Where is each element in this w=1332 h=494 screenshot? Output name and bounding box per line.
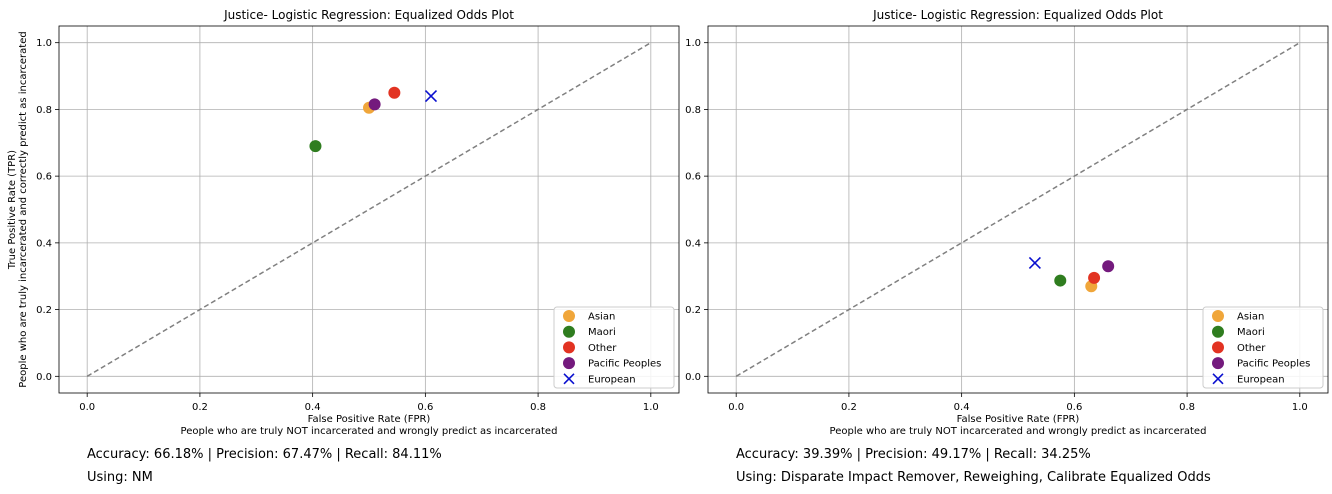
right-point-european	[1028, 256, 1041, 269]
left-point-other	[388, 86, 401, 99]
left-y-tick-label: 0.8	[36, 105, 52, 116]
left-legend-label: European	[588, 374, 636, 385]
left-point-pacific-peoples	[368, 98, 381, 111]
right-point-maori	[1054, 274, 1067, 287]
left-legend-label: Pacific Peoples	[588, 359, 661, 370]
left-legend-marker	[563, 310, 575, 322]
left-legend-label: Asian	[588, 312, 615, 323]
right-legend-label: European	[1237, 374, 1285, 385]
right-x-axis-sublabel: People who are truly NOT incarcerated an…	[830, 426, 1207, 437]
right-x-tick-label: 0.2	[841, 402, 857, 413]
right-y-tick-label: 0.6	[685, 172, 701, 183]
right-legend-box	[1202, 306, 1324, 389]
right-x-tick-label: 0.8	[1179, 402, 1195, 413]
right-using-text: Using: Disparate Impact Remover, Reweigh…	[736, 470, 1211, 485]
left-legend-label: Other	[588, 343, 617, 354]
right-legend-label: Other	[1237, 343, 1266, 354]
right-legend-marker	[1212, 310, 1224, 322]
left-axes-frame	[58, 25, 680, 394]
right-legend: Asian Maori Other Pacific Peoples European	[1202, 306, 1324, 389]
right-y-tick-label: 0.0	[685, 372, 701, 383]
right-legend-label: Pacific Peoples	[1237, 359, 1310, 370]
left-x-tick-label: 0.4	[305, 402, 321, 413]
right-y-tick-label: 0.2	[685, 305, 701, 316]
left-diagonal-line	[86, 42, 652, 377]
left-legend-x-marker	[563, 373, 575, 385]
left-metrics-text: Accuracy: 66.18% | Precision: 67.47% | R…	[87, 447, 442, 462]
left-legend-box	[553, 306, 675, 389]
left-chart: 0.0 0.2 0.4 0.6 0.8 1.0 0.0 0.2 0.4 0.6 0.8 1.0 Just…	[7, 8, 680, 437]
left-legend-marker	[563, 357, 575, 370]
right-legend-label: Asian	[1237, 312, 1264, 323]
left-point-maori	[309, 140, 322, 153]
left-y-tick-label: 0.0	[36, 372, 52, 383]
left-chart-title: Justice- Logistic Regression: Equalized …	[223, 8, 514, 22]
right-y-tick-label: 0.4	[685, 238, 701, 249]
left-x-axis-sublabel: People who are truly NOT incarcerated an…	[181, 426, 558, 437]
left-point-european	[424, 89, 438, 103]
left-legend-marker	[563, 325, 575, 338]
right-x-axis-label: False Positive Rate (FPR)	[957, 414, 1080, 425]
right-y-tick-label: 1.0	[685, 38, 701, 49]
right-point-pacific-peoples	[1102, 260, 1115, 273]
right-point-x-stroke	[1028, 256, 1041, 269]
right-metrics-text: Accuracy: 39.39% | Precision: 49.17% | R…	[736, 447, 1091, 462]
right-chart-title: Justice- Logistic Regression: Equalized …	[872, 8, 1163, 22]
right-chart: 0.0 0.2 0.4 0.6 0.8 1.0 0.0 0.2 0.4 0.6 0.8 1.0 Just…	[685, 8, 1329, 437]
left-x-tick-label: 0.8	[530, 402, 546, 413]
left-using-text: Using: NM	[87, 470, 153, 485]
left-point-x-stroke	[424, 89, 438, 103]
right-x-tick-label: 0.4	[954, 402, 970, 413]
left-x-axis-label: False Positive Rate (FPR)	[308, 414, 431, 425]
left-legend: Asian Maori Other Pacific Peoples European	[553, 306, 675, 389]
left-y-tick-label: 0.6	[36, 172, 52, 183]
right-y-tick-label: 0.8	[685, 105, 701, 116]
left-y-tick-label: 0.4	[36, 238, 52, 249]
right-legend-x-marker	[1212, 373, 1224, 385]
left-y-axis-label: True Positive Rate (TPR)	[7, 150, 18, 270]
right-legend-marker	[1212, 357, 1224, 370]
right-x-tick-label: 0.0	[728, 402, 744, 413]
right-legend-marker	[1212, 341, 1224, 354]
left-y-axis-sublabel: People who are truly incarcerated and co…	[18, 31, 29, 387]
left-x-tick-label: 0.2	[192, 402, 208, 413]
right-legend-label: Maori	[1237, 327, 1265, 338]
left-x-tick-label: 0.0	[79, 402, 95, 413]
left-y-tick-label: 0.2	[36, 305, 52, 316]
right-diagonal-line	[735, 42, 1301, 377]
left-x-tick-label: 1.0	[643, 402, 659, 413]
right-legend-marker	[1212, 325, 1224, 338]
left-x-tick-label: 0.6	[417, 402, 433, 413]
right-x-tick-label: 1.0	[1292, 402, 1308, 413]
right-point-other	[1088, 271, 1101, 284]
left-legend-marker	[563, 341, 575, 354]
right-axes-frame	[707, 25, 1329, 394]
left-y-tick-label: 1.0	[36, 38, 52, 49]
right-x-tick-label: 0.6	[1066, 402, 1082, 413]
left-legend-label: Maori	[588, 327, 616, 338]
